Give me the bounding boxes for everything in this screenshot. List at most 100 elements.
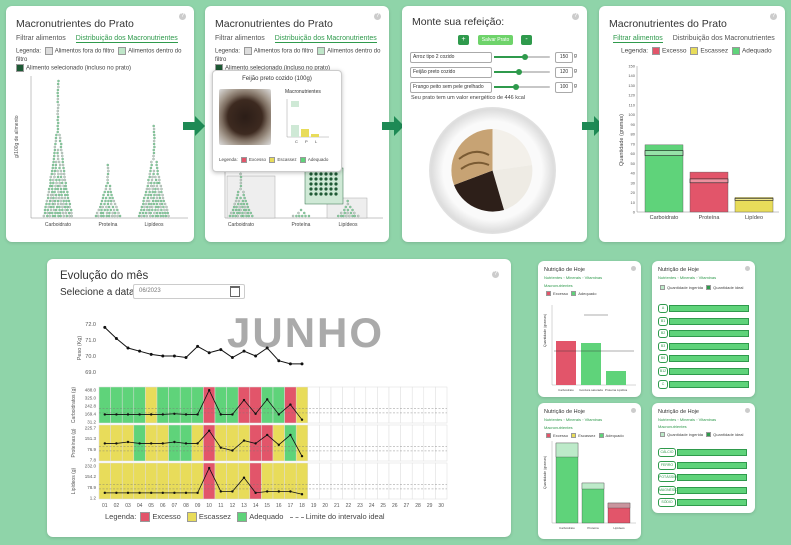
food-dot	[105, 211, 109, 215]
selected-food-dot	[329, 192, 333, 196]
food-name-field[interactable]: Arroz tipo 2 cozido	[410, 52, 492, 63]
day-cell	[342, 424, 355, 462]
y-tick-label: 50	[631, 161, 636, 166]
food-dot	[49, 196, 53, 200]
quantity-input[interactable]: 100	[555, 82, 573, 93]
food-dot	[353, 211, 356, 215]
quantity-slider-handle[interactable]	[516, 69, 523, 75]
day-cell	[179, 386, 193, 424]
quantity-input[interactable]: 120	[555, 67, 573, 78]
food-dot	[51, 199, 54, 203]
food-name-field[interactable]: Frango peito sem pele grelhado	[410, 82, 492, 93]
date-picker[interactable]: 06/2023	[133, 284, 245, 299]
food-dot	[48, 211, 52, 215]
help-icon[interactable]	[745, 266, 750, 271]
food-dot	[54, 163, 58, 167]
remove-food-button[interactable]: -	[521, 35, 532, 45]
food-dot	[58, 181, 61, 185]
quantity-slider-track[interactable]	[494, 84, 550, 90]
help-icon[interactable]: ?	[179, 13, 186, 20]
food-dot	[343, 211, 346, 215]
food-dot	[239, 175, 243, 179]
food-dot	[56, 118, 59, 122]
help-icon[interactable]: ?	[492, 271, 499, 278]
food-dot	[49, 205, 53, 209]
food-dot	[62, 169, 66, 173]
calendar-icon[interactable]	[230, 286, 240, 297]
food-dot	[59, 184, 62, 188]
day-label: 28	[415, 503, 421, 509]
tab-distribution[interactable]: Distribuição dos Macronutrientes	[75, 35, 178, 43]
save-meal-button[interactable]: Salvar Prato	[478, 35, 513, 45]
arrow-right-icon	[382, 116, 404, 136]
food-dot	[307, 214, 311, 218]
food-dot	[232, 205, 236, 209]
food-dot	[148, 187, 151, 191]
quantity-input[interactable]: 150	[555, 52, 573, 63]
help-icon[interactable]: ?	[770, 13, 777, 20]
day-cell	[284, 462, 297, 500]
food-dot	[160, 190, 163, 194]
food-dot	[147, 181, 150, 185]
weight-point	[196, 344, 200, 348]
add-food-button[interactable]: +	[458, 35, 469, 45]
food-dot	[337, 214, 340, 218]
food-dot	[53, 151, 56, 155]
mini-legend: Quantidade ingerida Quantidade ideal	[658, 432, 743, 438]
tab-filter[interactable]: Filtrar alimentos	[613, 35, 663, 43]
x-tick-label: Carboidrato	[650, 215, 679, 221]
food-dot	[154, 190, 157, 194]
help-icon[interactable]: ?	[374, 13, 381, 20]
food-dot	[303, 211, 306, 215]
day-label: 13	[241, 503, 247, 509]
mini-tabs: Nutrientes ◦ Minerais ◦ Vitaminas	[544, 275, 603, 280]
day-cell	[121, 386, 135, 424]
help-icon[interactable]: ?	[572, 13, 579, 20]
mini-bar-row: B2	[658, 329, 749, 339]
food-dot	[155, 160, 158, 164]
mini-tab-macros[interactable]: Macronutrientes	[544, 425, 573, 430]
food-dot	[145, 214, 149, 218]
band-point	[161, 442, 164, 445]
food-dot	[99, 202, 103, 206]
tab-filter[interactable]: Filtrar alimentos	[215, 35, 265, 42]
day-label: 30	[438, 503, 444, 509]
mini-bar-label: SÓDIO	[658, 498, 676, 508]
food-dot	[49, 175, 53, 179]
help-icon[interactable]	[745, 408, 750, 413]
tab-filter[interactable]: Filtrar alimentos	[16, 35, 66, 42]
food-dot	[149, 196, 153, 200]
day-label: 05	[148, 503, 154, 509]
quantity-slider-track[interactable]	[494, 69, 550, 75]
mini-tab-macros[interactable]: Macronutrientes	[658, 424, 687, 429]
band-tick: 7.8	[90, 458, 97, 463]
food-dot	[55, 196, 58, 200]
band-point	[277, 443, 280, 447]
help-icon[interactable]	[631, 266, 636, 271]
day-cell	[319, 386, 332, 424]
quantity-slider-handle[interactable]	[513, 84, 520, 90]
quantity-slider-handle[interactable]	[521, 54, 528, 60]
food-name-field[interactable]: Feijão preto cozido	[410, 67, 492, 78]
quantity-slider-track[interactable]	[494, 54, 550, 60]
tab-distribution[interactable]: Distribuição dos Macronutrientes	[672, 35, 775, 42]
mini-tab-macros[interactable]: Macronutrientes	[544, 283, 573, 288]
day-cell	[203, 386, 216, 424]
day-cell	[435, 386, 448, 424]
food-dot	[148, 172, 152, 176]
band-point	[150, 491, 153, 495]
mini-bar-label: A	[658, 304, 668, 313]
food-dot	[99, 211, 103, 215]
tab-distribution[interactable]: Distribuição dos Macronutrientes	[274, 35, 377, 43]
food-dot	[55, 205, 59, 209]
mini-bar-row: CÁLCIO	[658, 448, 748, 457]
day-cell	[261, 424, 274, 462]
food-dot	[144, 190, 148, 194]
panel-title: Monte sua refeição:	[412, 16, 505, 28]
food-dot	[58, 139, 62, 143]
food-dot	[51, 214, 55, 218]
help-icon[interactable]	[631, 408, 636, 413]
band-axis-label: Lipídeos (g)	[71, 467, 77, 494]
mini-bar-fill	[677, 499, 747, 507]
food-dot	[99, 205, 102, 209]
